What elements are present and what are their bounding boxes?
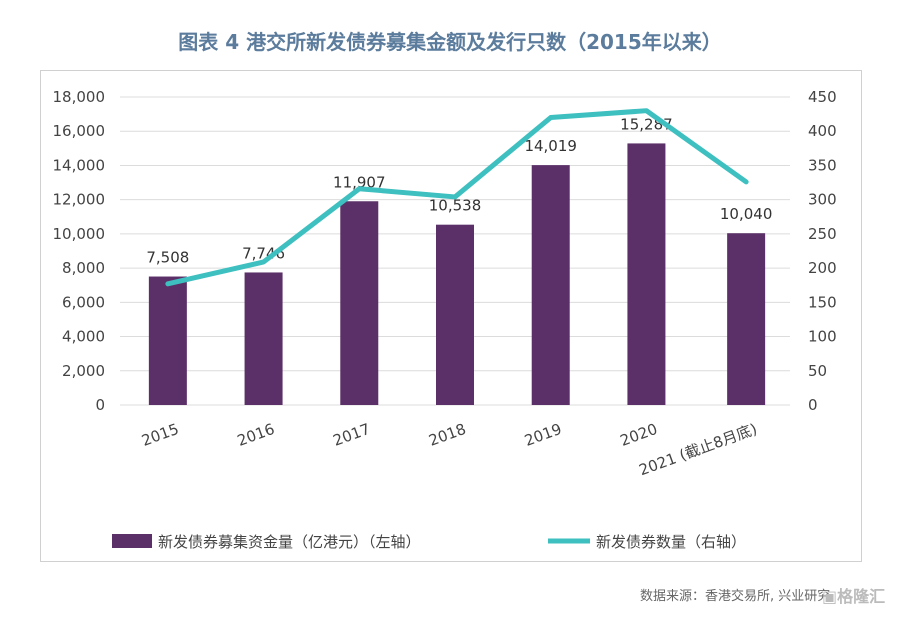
bar (436, 224, 474, 405)
bar (727, 233, 766, 405)
right-tick-label: 450 (808, 88, 837, 106)
right-tick-label: 100 (808, 328, 837, 346)
legend-line-label: 新发债券数量（右轴） (596, 533, 746, 551)
left-tick-label: 8,000 (62, 259, 105, 277)
left-tick-label: 16,000 (53, 122, 106, 140)
right-tick-label: 0 (808, 396, 818, 414)
left-tick-label: 10,000 (53, 225, 106, 243)
data-label: 14,019 (524, 137, 577, 155)
chart-frame (40, 70, 862, 562)
data-label: 10,538 (429, 197, 482, 215)
left-tick-label: 18,000 (53, 88, 106, 106)
right-tick-label: 250 (808, 225, 837, 243)
left-tick-label: 6,000 (62, 293, 105, 311)
data-label: 11,907 (333, 173, 386, 191)
bar (531, 165, 570, 405)
category-label: 2019 (522, 420, 564, 450)
left-tick-label: 2,000 (62, 362, 105, 380)
source-note: 数据来源：香港交易所, 兴业研究 (640, 589, 831, 604)
category-label: 2018 (426, 420, 468, 450)
data-label: 7,508 (146, 249, 189, 267)
legend-bar-label: 新发债券募集资金量（亿港元）（左轴） (158, 533, 421, 551)
bar (627, 143, 666, 406)
right-tick-label: 150 (808, 293, 837, 311)
category-label: 2020 (618, 420, 660, 450)
left-tick-label: 4,000 (62, 328, 105, 346)
right-tick-label: 300 (808, 191, 837, 209)
data-label: 10,040 (720, 205, 773, 223)
chart-title: 图表 4 港交所新发债券募集金额及发行只数（2015年以来） (178, 30, 722, 54)
right-tick-label: 400 (808, 122, 837, 140)
right-tick-label: 50 (808, 362, 827, 380)
watermark-logo: ▣格隆汇 (822, 587, 886, 606)
data-label: 7,746 (242, 244, 285, 262)
legend-bar-swatch (112, 534, 152, 548)
bar (244, 272, 283, 405)
right-tick-label: 350 (808, 156, 837, 174)
right-tick-label: 200 (808, 259, 837, 277)
category-label: 2016 (235, 420, 277, 450)
left-tick-label: 12,000 (53, 191, 106, 209)
left-tick-label: 14,000 (53, 156, 106, 174)
left-tick-label: 0 (95, 396, 105, 414)
bar (148, 276, 187, 405)
category-label: 2017 (331, 420, 373, 450)
bar (340, 201, 379, 405)
category-label: 2015 (139, 420, 181, 450)
